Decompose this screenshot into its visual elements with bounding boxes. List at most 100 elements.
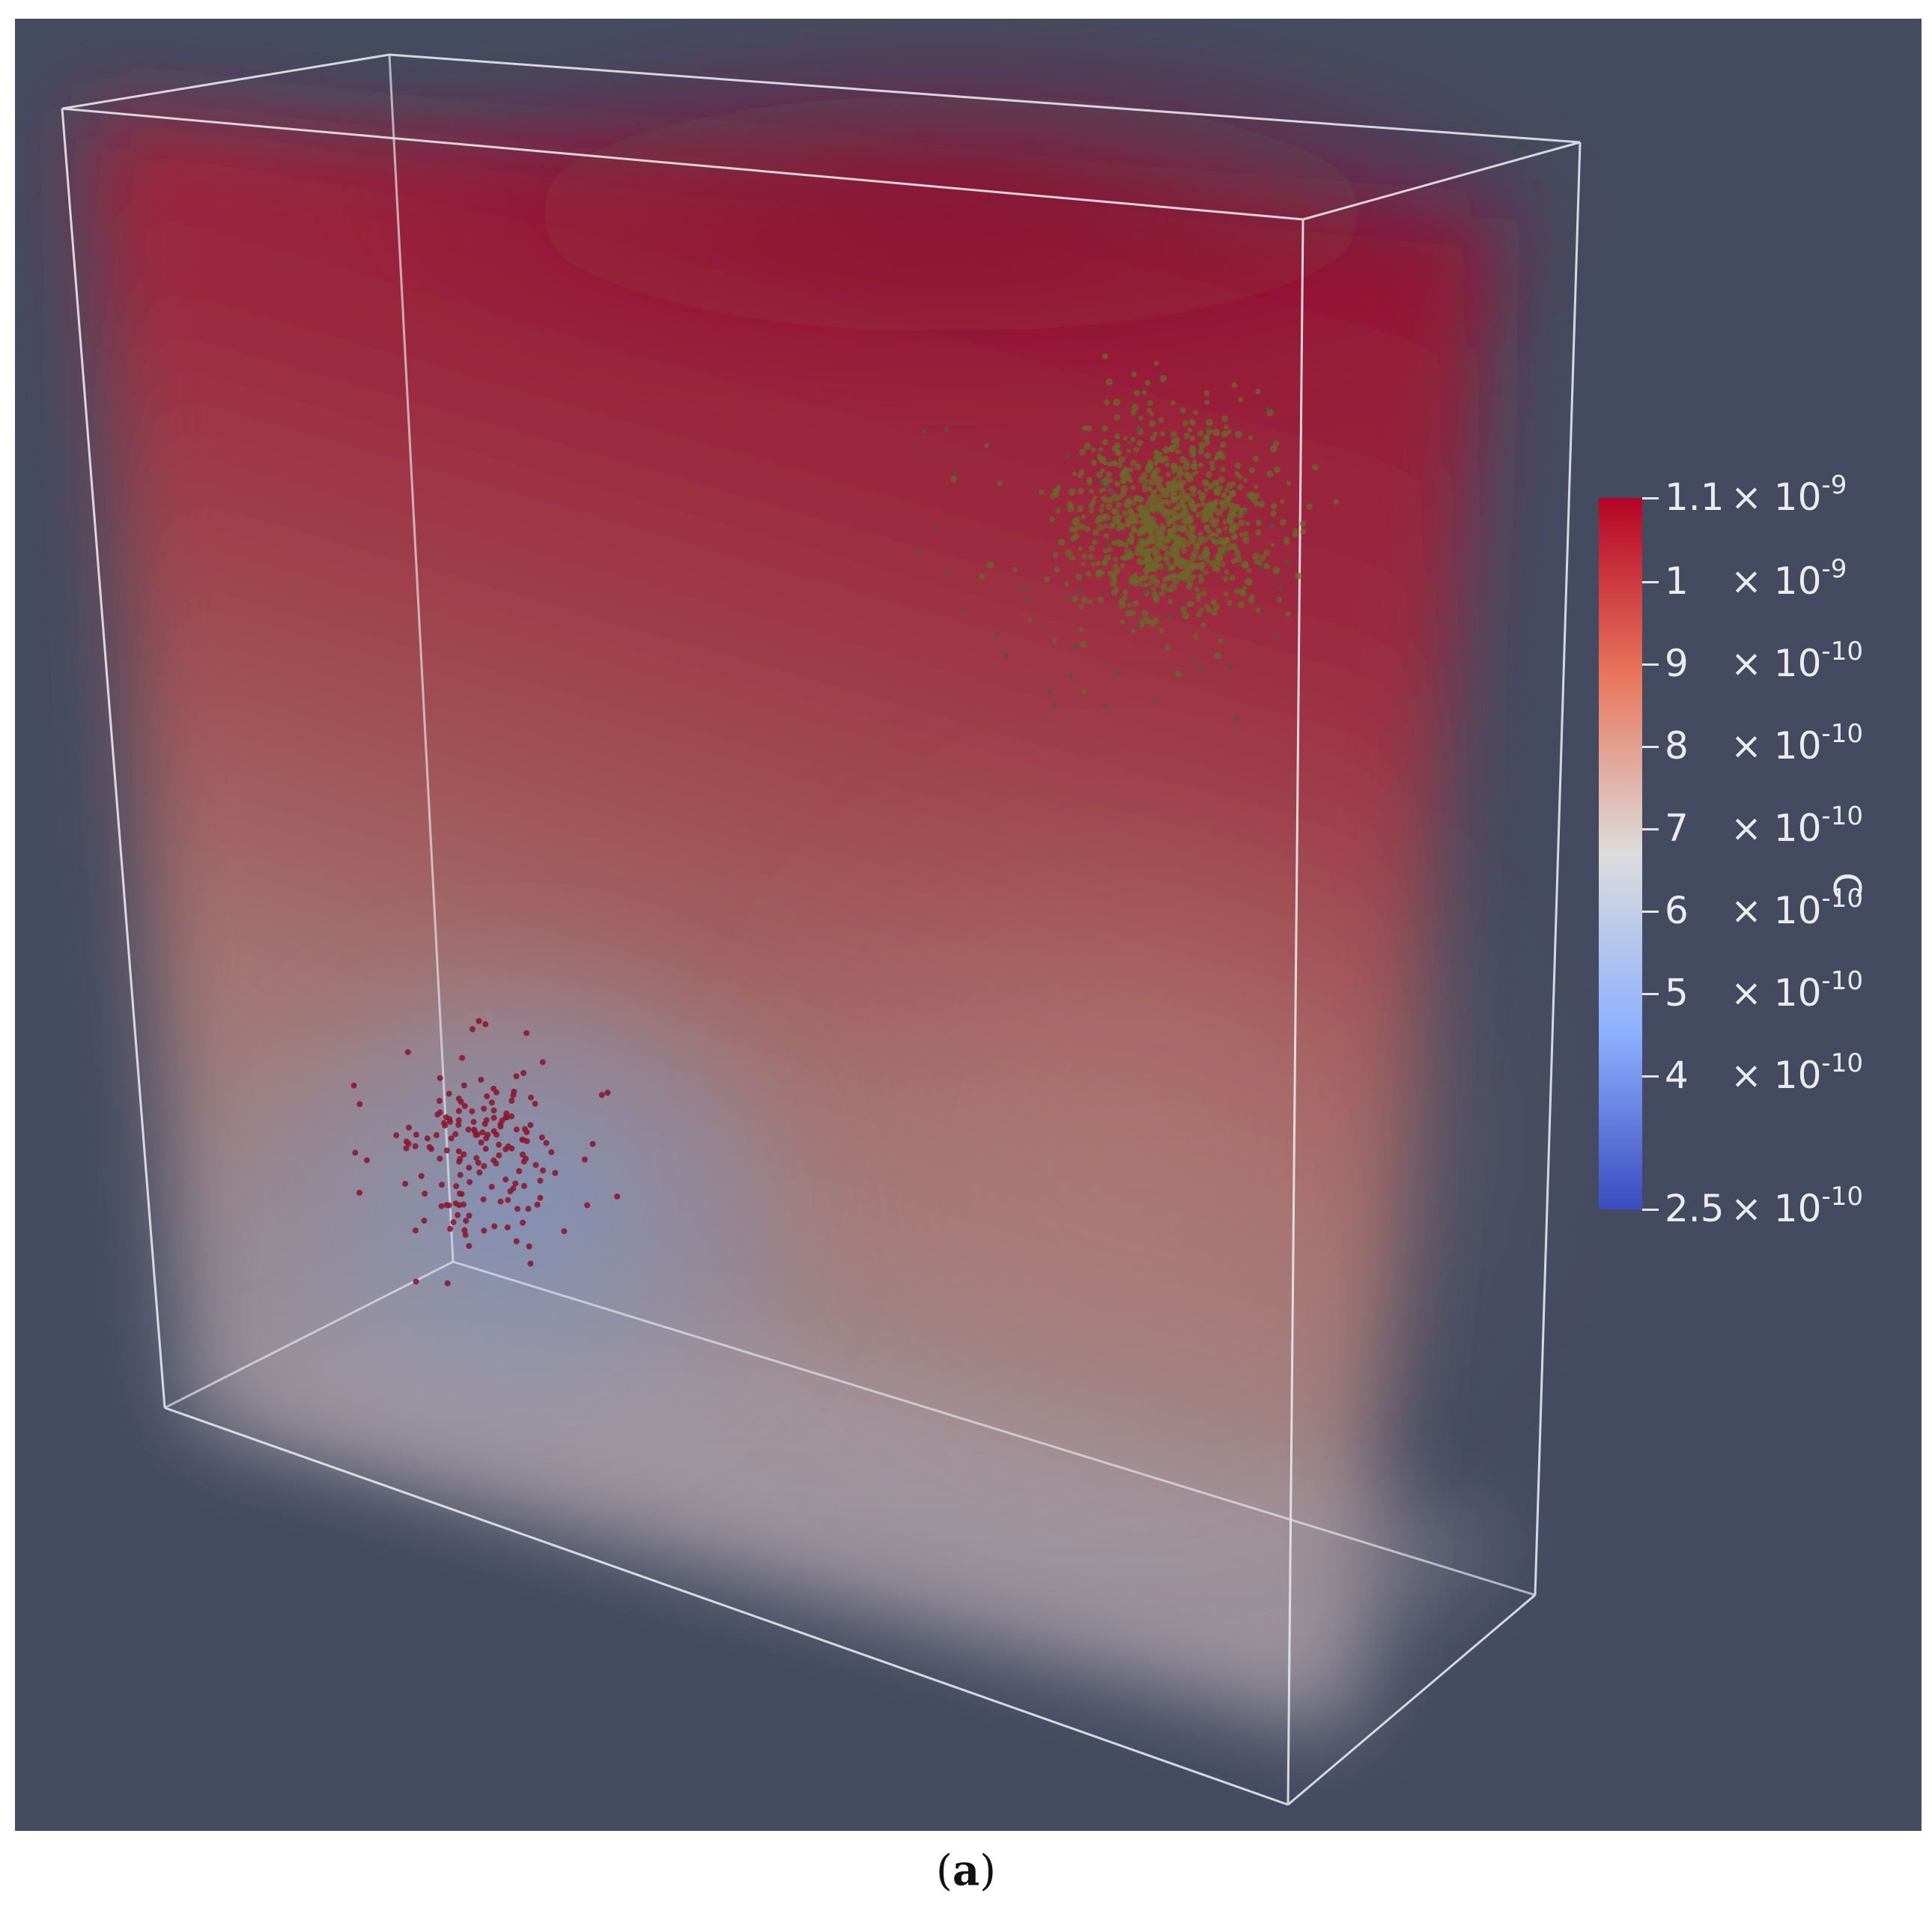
particle [1136,426,1141,431]
particle [1043,576,1051,583]
colorbar-tick-label: 9 × 10-10 [1665,637,1863,685]
particle [1212,479,1219,487]
particle [1227,543,1235,550]
particle [1189,435,1196,442]
particle [1246,568,1252,574]
particle [1270,502,1278,510]
particle [1227,665,1233,670]
particle [1096,523,1105,532]
particle [1272,633,1278,638]
particle [1170,493,1176,499]
particle [598,1092,605,1099]
particle [1088,488,1094,494]
particle [1130,460,1137,467]
particle [484,1093,490,1100]
particle [1190,485,1197,493]
particle [1126,602,1131,607]
particle [1269,445,1278,453]
particle [1115,671,1120,676]
particle [1139,552,1145,558]
particle [418,1173,425,1179]
particle [1089,508,1095,514]
particle [945,569,950,574]
particle [1218,476,1225,484]
colorbar-tick-label: 2.5 × 10-10 [1665,1182,1863,1230]
particle [1233,589,1239,595]
colorbar-tick [1642,581,1659,583]
particle [1280,519,1287,526]
particle [1248,467,1255,473]
particle [1245,521,1251,526]
particle [1130,484,1136,490]
particle [463,1218,470,1224]
particle [481,1105,487,1112]
particle [1065,549,1073,557]
particle [1113,398,1121,407]
particle [1100,502,1105,508]
particle [1182,612,1190,620]
particle [1153,449,1159,455]
particle [1192,459,1197,464]
colorbar-tick [1642,993,1659,995]
particle [490,1107,497,1114]
particle [1239,532,1244,537]
particle [1209,460,1215,467]
particle [1217,537,1225,545]
particle [1164,499,1170,504]
particle [1147,547,1153,554]
particle [1198,607,1204,613]
particle [1055,508,1061,514]
particle [1124,521,1130,527]
particle [1108,523,1115,530]
particle [1181,503,1188,511]
particle [1152,562,1160,568]
particle [1189,419,1194,425]
particle [1292,531,1298,538]
particle [1134,577,1142,584]
particle [1214,517,1220,523]
particle [488,1099,495,1106]
particle [1197,573,1204,580]
particle [1210,609,1218,616]
particle [921,428,926,434]
particle [1242,586,1247,591]
particle [1197,430,1204,437]
particle [505,1197,511,1203]
particle [1158,628,1164,634]
particle [1244,577,1252,586]
particle [1169,550,1175,556]
particle [1167,598,1173,604]
particle [537,1194,544,1201]
particle [433,1131,440,1138]
colorbar-tick-label: 5 × 10-10 [1665,966,1863,1015]
particle [1172,476,1178,482]
particle [997,481,1003,487]
particle [1257,559,1263,565]
particle [447,1225,454,1232]
colorbar-tick-label: 4 × 10-10 [1665,1048,1863,1097]
particle [1228,502,1234,508]
colorbar-tick-label: 1 × 10-9 [1665,554,1847,603]
particle [508,1098,515,1105]
particle [446,1090,452,1097]
particle [523,1155,529,1162]
particle [363,1157,370,1164]
particle [1124,547,1131,554]
colorbar-tick [1642,911,1659,913]
render-viewport[interactable]: 1.1 × 10-9 1 × 10-9 9 × 10-10 8 × 10-10 7 × 10-10… [15,19,1922,1831]
particle [1104,498,1110,504]
particle [1103,703,1108,708]
particle [455,1148,462,1155]
particle [1078,546,1083,552]
particle [1170,400,1176,406]
particle [1198,493,1206,502]
particle [614,1193,621,1200]
particle [1206,535,1212,541]
particle [1066,501,1074,509]
particle [534,1201,541,1208]
particle [1231,382,1238,389]
particle [1153,360,1159,366]
particle [1171,467,1177,474]
particle [438,1203,445,1209]
particle [1164,576,1169,581]
